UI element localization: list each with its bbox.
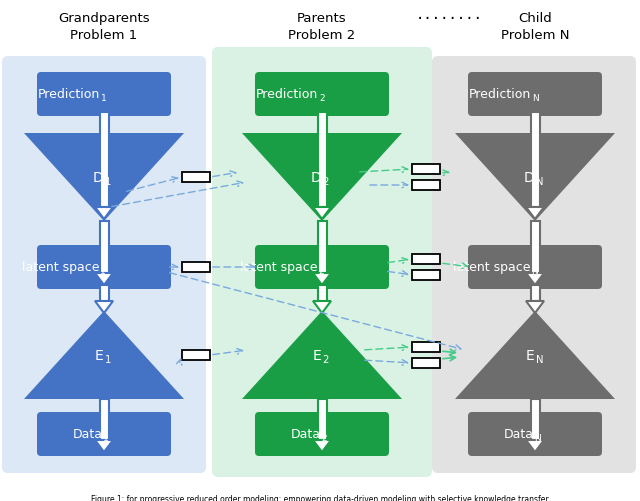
FancyBboxPatch shape — [468, 73, 602, 117]
Text: 1: 1 — [101, 94, 107, 103]
Text: 1: 1 — [104, 433, 109, 442]
Text: N: N — [536, 176, 543, 186]
Polygon shape — [95, 302, 113, 313]
Bar — [99, 221, 109, 274]
Text: 2: 2 — [323, 354, 329, 364]
FancyBboxPatch shape — [255, 245, 389, 290]
Bar — [412, 342, 440, 352]
FancyBboxPatch shape — [432, 57, 636, 473]
Bar — [412, 358, 440, 368]
FancyBboxPatch shape — [468, 245, 602, 290]
Text: Prediction: Prediction — [256, 88, 318, 101]
Text: latent space: latent space — [22, 261, 99, 274]
Polygon shape — [313, 302, 331, 313]
Text: N: N — [532, 94, 539, 103]
Bar — [182, 350, 210, 360]
Polygon shape — [95, 207, 113, 219]
Text: D: D — [311, 171, 321, 185]
Polygon shape — [455, 134, 615, 221]
Polygon shape — [526, 274, 544, 286]
Polygon shape — [526, 440, 544, 452]
Text: E: E — [95, 348, 104, 362]
Bar — [317, 113, 326, 207]
Text: Grandparents
Problem 1: Grandparents Problem 1 — [58, 12, 150, 42]
Bar — [531, 399, 540, 440]
Text: Child
Problem N: Child Problem N — [500, 12, 569, 42]
Polygon shape — [313, 207, 331, 219]
Bar — [182, 263, 210, 273]
Bar — [182, 173, 210, 183]
FancyBboxPatch shape — [37, 245, 171, 290]
FancyBboxPatch shape — [212, 48, 432, 477]
FancyBboxPatch shape — [37, 73, 171, 117]
Polygon shape — [526, 302, 544, 313]
Polygon shape — [313, 440, 331, 452]
Text: E: E — [313, 348, 321, 362]
Text: latent space: latent space — [452, 261, 530, 274]
FancyBboxPatch shape — [255, 412, 389, 456]
Polygon shape — [95, 440, 113, 452]
FancyBboxPatch shape — [255, 73, 389, 117]
Bar — [412, 165, 440, 175]
Text: latent space: latent space — [239, 261, 317, 274]
Text: E: E — [526, 348, 534, 362]
Text: ........: ........ — [415, 8, 483, 22]
Text: Prediction: Prediction — [468, 88, 531, 101]
Text: Figure 1: for progressive reduced order modeling: empowering data-driven modelin: Figure 1: for progressive reduced order … — [91, 494, 549, 501]
Polygon shape — [455, 312, 615, 399]
Polygon shape — [95, 274, 113, 286]
Bar — [99, 399, 109, 440]
Bar — [317, 221, 326, 274]
Polygon shape — [24, 134, 184, 221]
Bar — [317, 399, 326, 440]
Bar — [531, 221, 540, 274]
Text: Parents
Problem 2: Parents Problem 2 — [289, 12, 356, 42]
FancyBboxPatch shape — [468, 412, 602, 456]
Text: 1: 1 — [104, 354, 111, 364]
Bar — [412, 271, 440, 281]
Text: N: N — [531, 267, 538, 276]
Text: 1: 1 — [104, 176, 111, 186]
Polygon shape — [242, 312, 402, 399]
Text: N: N — [534, 433, 541, 442]
Polygon shape — [526, 207, 544, 219]
FancyBboxPatch shape — [2, 57, 206, 473]
Bar — [412, 255, 440, 265]
Bar — [99, 286, 109, 302]
Text: Prediction: Prediction — [38, 88, 100, 101]
Text: Data: Data — [72, 428, 102, 440]
Text: D: D — [93, 171, 104, 185]
Bar — [317, 286, 326, 302]
Text: 2: 2 — [319, 94, 324, 103]
Bar — [531, 286, 540, 302]
FancyBboxPatch shape — [37, 412, 171, 456]
Polygon shape — [242, 134, 402, 221]
Text: N: N — [536, 354, 543, 364]
Text: 2: 2 — [323, 176, 329, 186]
Text: Data: Data — [291, 428, 321, 440]
Polygon shape — [24, 312, 184, 399]
Bar — [99, 113, 109, 207]
Text: 1: 1 — [100, 267, 106, 276]
Text: 2: 2 — [318, 267, 324, 276]
Polygon shape — [313, 274, 331, 286]
Bar — [412, 181, 440, 190]
Bar — [531, 113, 540, 207]
Text: 2: 2 — [321, 433, 327, 442]
Text: Data: Data — [504, 428, 533, 440]
Text: D: D — [524, 171, 534, 185]
